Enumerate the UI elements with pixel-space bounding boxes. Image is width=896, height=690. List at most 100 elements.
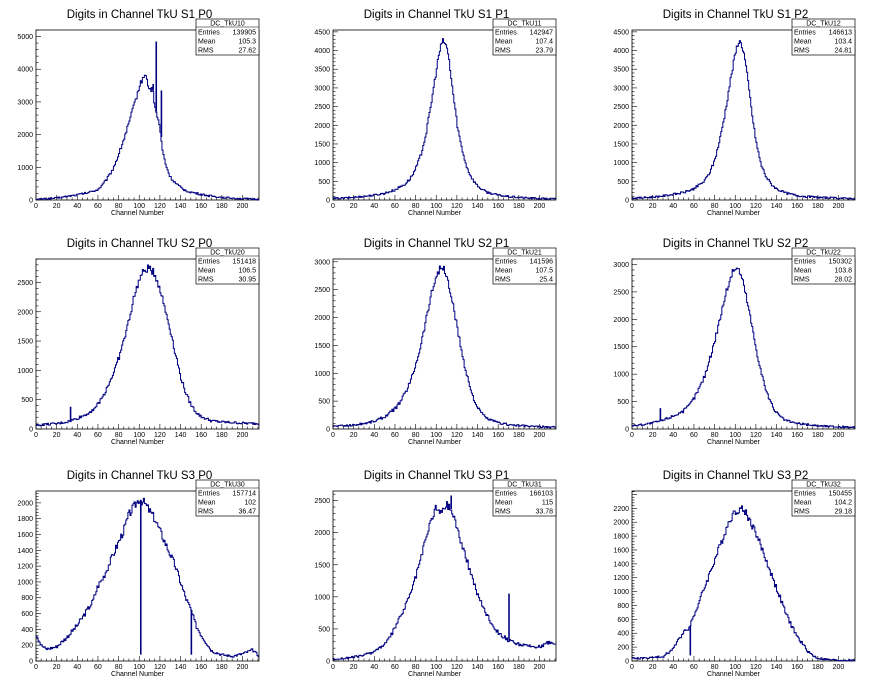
y-tick-label: 1000 [613,589,629,596]
stats-label-entries: Entries [794,259,816,266]
histogram-panel: Digits in Channel TkU S1 P2 0 20 40 60 80 100 1… [613,9,856,217]
panel-title: Digits in Channel TkU S2 P0 [67,238,213,250]
panel-title: Digits in Channel TkU S1 P2 [663,9,809,21]
y-tick-label: 1800 [613,534,629,541]
x-tick-label: 180 [216,203,228,210]
x-tick-label: 180 [812,203,824,210]
y-tick-label: 2000 [314,315,330,322]
histogram-panel: Digits in Channel TkU S3 P1 0 20 40 60 80 100 1… [314,470,557,678]
y-tick-label: 2200 [613,506,629,513]
histogram-panel: Digits in Channel TkU S1 P0 0 20 40 60 80 100 1… [17,9,260,217]
x-tick-label: 120 [451,203,463,210]
y-tick-label: 1800 [17,516,33,523]
y-tick-label: 0 [625,427,629,434]
x-tick-label: 120 [154,664,166,671]
x-tick-label: 0 [34,664,38,671]
histogram-panel: Digits in Channel TkU S3 P2 0 20 40 60 80 100 1… [613,470,856,678]
x-tick-label: 0 [630,664,634,671]
x-axis-title: Channel Number [408,671,462,678]
x-tick-label: 40 [370,203,378,210]
stats-value-entries: 151418 [233,259,256,266]
y-tick-label: 1000 [314,371,330,378]
x-tick-label: 140 [472,432,484,439]
stats-label-mean: Mean [198,39,216,46]
x-tick-label: 20 [649,432,657,439]
x-axis-title: Channel Number [111,210,165,217]
panel-title: Digits in Channel TkU S3 P0 [67,470,213,482]
x-tick-label: 160 [492,664,504,671]
x-tick-label: 140 [175,664,187,671]
x-tick-label: 180 [216,664,228,671]
panel-title: Digits in Channel TkU S1 P1 [364,9,510,21]
stats-box [195,247,260,285]
x-tick-label: 200 [534,432,546,439]
y-tick-label: 3000 [613,262,629,269]
x-tick-label: 120 [451,664,463,671]
x-tick-label: 80 [115,203,123,210]
y-tick-label: 2000 [17,132,33,139]
x-tick-label: 0 [331,432,335,439]
stats-name: DC_TkU22 [806,250,841,257]
x-tick-label: 20 [350,432,358,439]
x-tick-label: 60 [94,203,102,210]
histogram-panel: Digits in Channel TkU S2 P0 0 20 40 60 80 100 1… [17,238,260,446]
x-tick-label: 180 [513,664,525,671]
stats-box [791,18,856,56]
stats-label-mean: Mean [495,268,513,275]
stats-label-rms: RMS [198,48,214,55]
x-tick-label: 40 [669,432,677,439]
y-tick-label: 0 [326,198,330,205]
y-tick-label: 2500 [314,287,330,294]
x-tick-label: 140 [472,664,484,671]
stats-label-entries: Entries [198,30,220,37]
y-tick-label: 1500 [17,339,33,346]
x-tick-label: 60 [391,203,399,210]
x-tick-label: 180 [812,664,824,671]
x-tick-label: 80 [711,664,719,671]
y-tick-label: 1600 [17,532,33,539]
x-tick-label: 120 [451,432,463,439]
y-tick-label: 1500 [314,141,330,148]
x-tick-label: 60 [690,432,698,439]
plot-frame [332,29,557,201]
x-tick-label: 60 [94,432,102,439]
stats-name: DC_TkU20 [210,250,245,257]
stats-label-mean: Mean [495,500,513,507]
stats-label-mean: Mean [495,39,513,46]
plot-frame [35,29,260,201]
x-tick-label: 200 [237,432,249,439]
panel-title: Digits in Channel TkU S1 P0 [67,9,213,21]
x-axis-title: Channel Number [707,671,761,678]
panel-title: Digits in Channel TkU S2 P1 [364,238,510,250]
plot-frame [332,490,557,662]
y-tick-label: 2000 [314,123,330,130]
x-tick-label: 0 [34,432,38,439]
x-tick-label: 40 [669,203,677,210]
x-axis-title: Channel Number [707,210,761,217]
x-tick-label: 160 [195,203,207,210]
stats-value-rms: 23.79 [535,48,553,55]
histogram-line [333,265,556,429]
x-tick-label: 40 [370,432,378,439]
histogram-line [632,40,855,200]
y-tick-label: 1000 [17,579,33,586]
x-tick-label: 120 [154,432,166,439]
y-tick-label: 1400 [613,561,629,568]
histogram-line [333,38,556,200]
x-tick-label: 200 [534,664,546,671]
y-tick-label: 1000 [613,372,629,379]
x-tick-label: 140 [771,664,783,671]
stats-value-mean: 104.2 [834,500,852,507]
y-tick-label: 600 [617,617,629,624]
stats-label-rms: RMS [495,277,511,284]
x-tick-label: 100 [729,664,741,671]
y-tick-label: 0 [326,427,330,434]
x-tick-label: 140 [472,203,484,210]
x-tick-label: 40 [73,664,81,671]
stats-name: DC_TkU10 [210,21,245,28]
x-tick-label: 140 [771,432,783,439]
y-tick-label: 4000 [17,67,33,74]
x-tick-label: 20 [649,203,657,210]
x-tick-label: 40 [669,664,677,671]
y-tick-label: 2000 [17,500,33,507]
